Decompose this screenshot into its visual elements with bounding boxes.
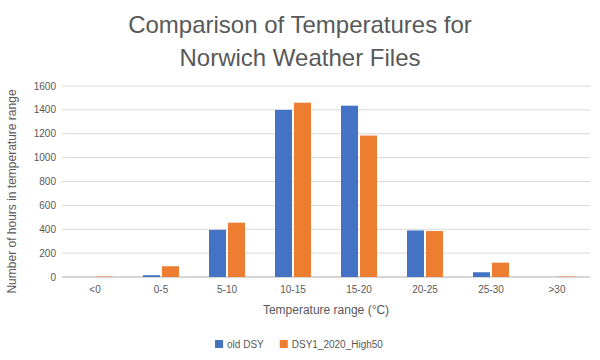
bar xyxy=(77,277,94,278)
x-tick-label: 10-15 xyxy=(280,284,306,295)
chart-container: Comparison of Temperatures forNorwich We… xyxy=(0,0,600,360)
y-tick-label: 1200 xyxy=(34,128,57,139)
bar xyxy=(228,223,245,277)
legend-label: DSY1_2020_High50 xyxy=(292,339,384,350)
grid-line xyxy=(62,181,590,182)
y-tick-label: 800 xyxy=(39,176,56,187)
y-tick-label: 1400 xyxy=(34,104,57,115)
x-axis-line xyxy=(62,277,590,278)
y-axis-label: Number of hours in temperature range xyxy=(5,89,19,293)
legend-label: old DSY xyxy=(227,339,264,350)
x-tick-label: 5-10 xyxy=(217,284,237,295)
x-tick-label: <0 xyxy=(89,284,101,295)
x-tick-label: 0-5 xyxy=(154,284,169,295)
grid-line xyxy=(62,277,590,278)
y-tick-label: 0 xyxy=(50,272,56,283)
bar xyxy=(341,106,358,277)
grid-line xyxy=(62,133,590,134)
grid-line xyxy=(62,86,590,87)
bar xyxy=(294,103,311,277)
y-tick-label: 1000 xyxy=(34,152,57,163)
y-tick-label: 200 xyxy=(39,248,56,259)
bar xyxy=(407,230,424,277)
grid-line xyxy=(62,109,590,110)
legend-swatch xyxy=(215,340,223,348)
x-tick-label: 25-30 xyxy=(478,284,504,295)
bar xyxy=(143,275,160,277)
grid-line xyxy=(62,229,590,230)
bar xyxy=(96,276,113,277)
bar xyxy=(539,277,556,278)
legend-swatch xyxy=(280,340,288,348)
bar xyxy=(558,276,575,277)
y-tick-label: 1600 xyxy=(34,81,57,92)
bar xyxy=(162,266,179,277)
legend: old DSY DSY1_2020_High50 xyxy=(215,339,383,350)
bars xyxy=(96,103,575,277)
x-tick-label: >30 xyxy=(549,284,566,295)
bar xyxy=(360,136,377,277)
x-tick-label: 15-20 xyxy=(346,284,372,295)
chart-title: Comparison of Temperatures forNorwich We… xyxy=(128,11,472,71)
bar xyxy=(492,263,509,277)
grid xyxy=(62,86,590,277)
y-tick-label: 400 xyxy=(39,224,56,235)
bar xyxy=(426,231,443,277)
bar xyxy=(473,272,490,277)
x-tick-label: 20-25 xyxy=(412,284,438,295)
x-axis-label: Temperature range (°C) xyxy=(263,303,389,317)
bar xyxy=(275,110,292,277)
y-tick-label: 600 xyxy=(39,200,56,211)
grid-line xyxy=(62,205,590,206)
chart-svg: Comparison of Temperatures forNorwich We… xyxy=(0,0,600,360)
grid-line xyxy=(62,157,590,158)
grid-line xyxy=(62,253,590,254)
bar xyxy=(209,230,226,277)
